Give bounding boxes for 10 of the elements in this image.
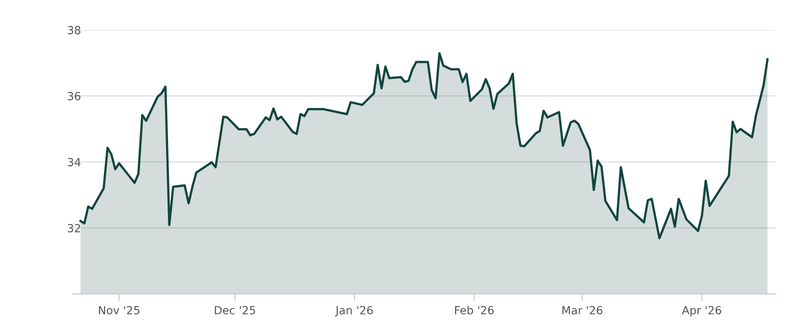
x-tick-label: Nov '25	[98, 306, 140, 314]
x-tick-label: Dec '25	[214, 306, 256, 314]
y-tick-label: 34	[68, 158, 81, 166]
x-tick-label: Feb '26	[455, 306, 494, 314]
x-tick-label: Apr '26	[682, 306, 722, 317]
y-tick-label: 36	[68, 92, 80, 100]
x-tick-label: Mar '26	[562, 306, 602, 314]
y-tick-label: 38	[68, 26, 80, 34]
y-tick-label: 32	[68, 224, 80, 232]
x-tick-label: Jan '26	[335, 306, 373, 316]
